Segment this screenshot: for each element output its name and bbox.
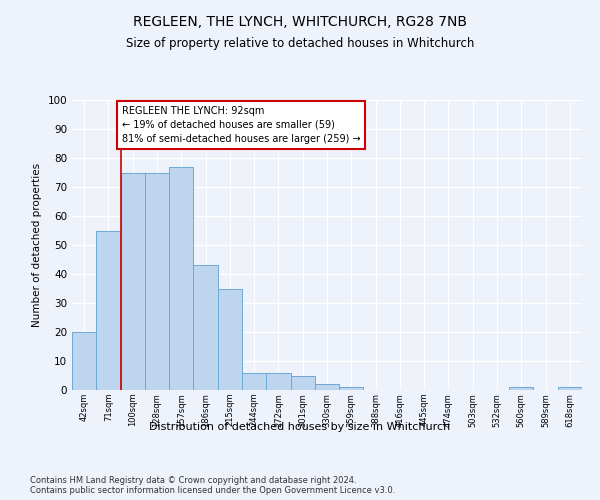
Text: Distribution of detached houses by size in Whitchurch: Distribution of detached houses by size … — [149, 422, 451, 432]
Bar — [290, 376, 315, 390]
Bar — [169, 166, 193, 390]
Bar — [193, 266, 218, 390]
Bar — [72, 332, 96, 390]
Bar — [145, 172, 169, 390]
Y-axis label: Number of detached properties: Number of detached properties — [32, 163, 42, 327]
Text: Size of property relative to detached houses in Whitchurch: Size of property relative to detached ho… — [126, 38, 474, 51]
Bar — [96, 230, 121, 390]
Text: REGLEEN, THE LYNCH, WHITCHURCH, RG28 7NB: REGLEEN, THE LYNCH, WHITCHURCH, RG28 7NB — [133, 15, 467, 29]
Bar — [218, 288, 242, 390]
Text: Contains HM Land Registry data © Crown copyright and database right 2024.
Contai: Contains HM Land Registry data © Crown c… — [30, 476, 395, 495]
Bar — [121, 172, 145, 390]
Bar — [339, 387, 364, 390]
Bar — [315, 384, 339, 390]
Bar — [509, 387, 533, 390]
Bar — [242, 372, 266, 390]
Text: REGLEEN THE LYNCH: 92sqm
← 19% of detached houses are smaller (59)
81% of semi-d: REGLEEN THE LYNCH: 92sqm ← 19% of detach… — [122, 106, 361, 144]
Bar — [558, 387, 582, 390]
Bar — [266, 372, 290, 390]
